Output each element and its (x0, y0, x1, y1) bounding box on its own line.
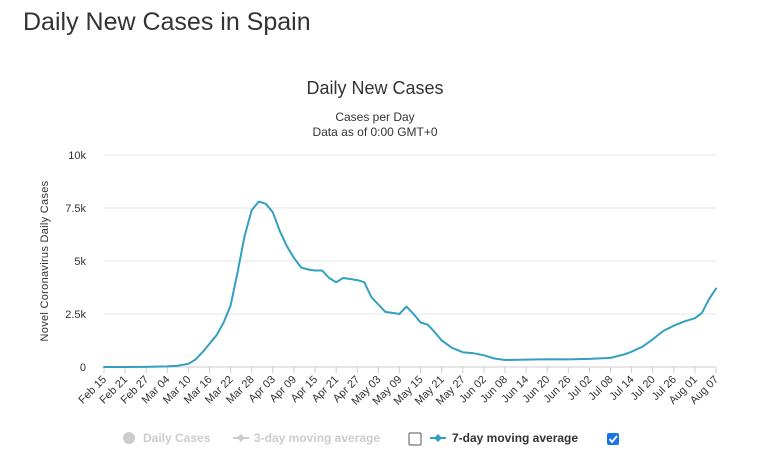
chart-subtitle-date: Data as of 0:00 GMT+0 (312, 125, 437, 139)
legend-label: 7-day moving average (452, 431, 578, 445)
check-icon (608, 435, 618, 444)
y-axis-title: Novel Coronavirus Daily Cases (39, 180, 51, 341)
legend-item[interactable]: 7-day moving average (430, 431, 578, 445)
legend-checkbox[interactable] (408, 432, 422, 446)
y-tick-label: 5k (74, 256, 86, 268)
legend-item[interactable]: 3-day moving average (233, 431, 380, 445)
legend-label: Daily Cases (143, 431, 211, 445)
legend-marker-icon (434, 434, 442, 442)
series-line-7-day-moving-average[interactable] (103, 200, 717, 368)
checkbox-box (408, 432, 422, 446)
y-axis: 0 2.5k 5k 7.5k 10k (65, 150, 86, 374)
y-tick-label: 7.5k (65, 203, 86, 215)
legend-item[interactable]: Daily Cases (123, 431, 211, 445)
legend-marker-icon (123, 432, 135, 444)
y-tick-label: 2.5k (65, 309, 86, 321)
chart-subtitle: Cases per Day (335, 110, 414, 124)
page-title: Daily New Cases in Spain (23, 8, 311, 36)
legend-checkbox[interactable] (607, 433, 619, 445)
y-tick-label: 10k (68, 150, 86, 162)
checkbox-box (607, 433, 619, 445)
chart-title: Daily New Cases (306, 78, 443, 98)
grid (104, 154, 716, 368)
legend-marker-icon (237, 434, 245, 442)
legend: Daily Cases 3-day moving average 7-day mov… (123, 431, 619, 446)
y-tick-label: 0 (80, 362, 86, 374)
legend-label: 3-day moving average (254, 431, 380, 445)
series-group (103, 200, 717, 368)
